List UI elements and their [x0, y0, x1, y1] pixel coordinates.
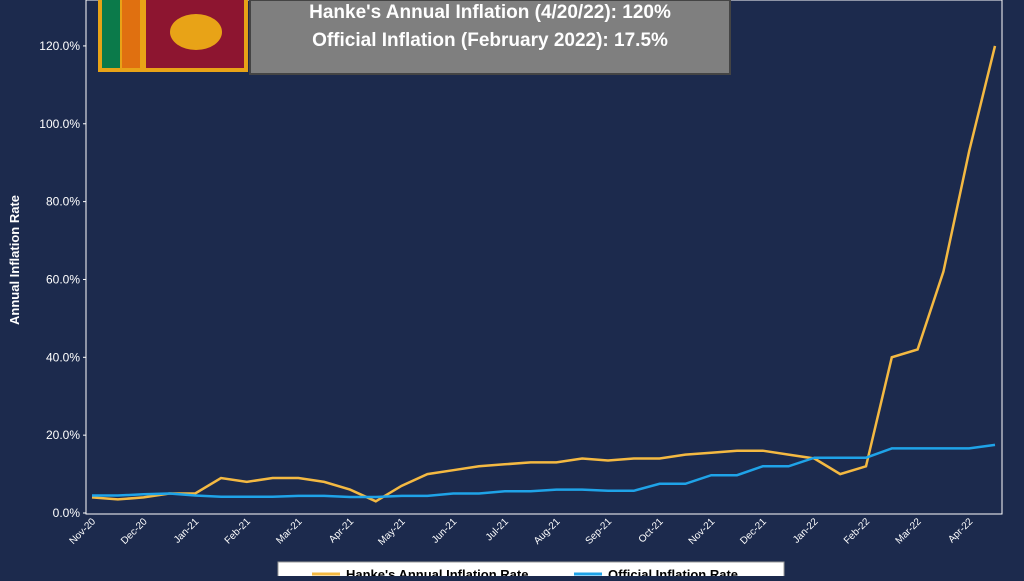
x-tick-label: Sep-21 [584, 516, 615, 547]
x-tick-label: Oct-21 [637, 516, 666, 545]
x-tick-label: Jun-21 [430, 516, 460, 546]
plot-frame [85, 0, 1003, 515]
chart-subtitle: Official Inflation (February 2022): 17.5… [312, 30, 668, 51]
x-tick-label: Feb-21 [223, 516, 253, 546]
x-tick-label: Aug-21 [532, 516, 563, 547]
legend-label: Official Inflation Rate [608, 567, 738, 576]
y-tick-label: 80.0% [46, 195, 80, 209]
x-tick-label: Apr-22 [946, 516, 975, 545]
flag [98, 0, 248, 72]
x-tick-label: Jan-22 [791, 516, 821, 546]
x-tick-label: Mar-22 [894, 516, 924, 546]
x-tick-label: Jan-21 [172, 516, 202, 546]
title-box [249, 0, 731, 75]
x-tick-label: Apr-21 [327, 516, 356, 545]
chart-title: Hanke's Annual Inflation (4/20/22): 120% [309, 2, 671, 23]
y-tick-label: 100.0% [39, 117, 80, 131]
x-tick-label: Nov-21 [687, 516, 718, 547]
x-tick-label: Mar-21 [274, 516, 304, 546]
y-axis-label: Annual Inflation Rate [7, 195, 22, 325]
line [91, 45, 997, 503]
y-tick-label: 120.0% [39, 39, 80, 53]
legend-label: Hanke's Annual Inflation Rate [346, 567, 528, 576]
y-tick-label: 0.0% [53, 506, 81, 520]
line [92, 443, 996, 499]
y-tick-label: 60.0% [46, 272, 80, 286]
x-tick-label: Dec-20 [119, 516, 150, 547]
x-tick-label: Nov-20 [68, 516, 99, 547]
x-tick-label: May-21 [376, 516, 408, 548]
x-tick-label: Feb-22 [842, 516, 872, 546]
y-tick-label: 40.0% [46, 350, 80, 364]
x-tick-label: Jul-21 [484, 516, 511, 543]
x-tick-label: Dec-21 [738, 516, 769, 547]
y-tick-label: 20.0% [46, 428, 80, 442]
